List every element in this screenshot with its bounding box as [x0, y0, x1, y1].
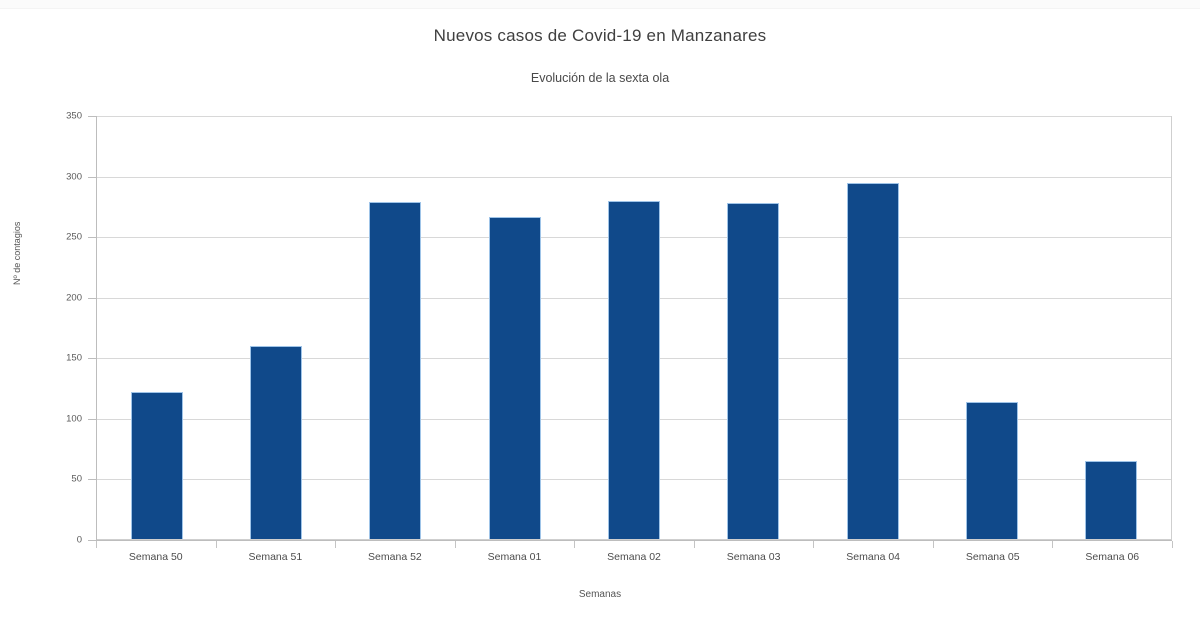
x-axis-tick-label: Semana 06 [1085, 551, 1140, 563]
bar[interactable] [130, 392, 183, 539]
bar[interactable] [249, 346, 302, 539]
y-axis-tick [88, 540, 96, 541]
x-axis-tick-label: Semana 50 [128, 551, 183, 563]
x-axis-tick-label: Semana 51 [248, 551, 303, 563]
x-axis-labels: Semana 50 Semana 51 Semana 52 Semana 01 Sema… [96, 551, 1172, 563]
x-axis-tick-label: Semana 01 [487, 551, 542, 563]
y-axis-tick [88, 237, 96, 239]
bar[interactable] [1085, 461, 1138, 539]
y-axis-tick [88, 116, 96, 117]
y-axis-tick [88, 358, 96, 360]
y-axis-tick [88, 418, 96, 420]
x-axis-line [96, 540, 1172, 541]
bar-slot [336, 117, 455, 539]
y-axis-tick-label: 300 [66, 171, 82, 183]
y-axis-tick-label: 50 [71, 473, 82, 485]
x-axis-tick [215, 541, 217, 548]
bar[interactable] [846, 182, 899, 539]
y-axis-tick [88, 297, 96, 299]
y-axis-tick-label: 100 [66, 413, 82, 425]
plot-area [96, 116, 1172, 540]
x-axis-tick-label: Semana 05 [965, 551, 1020, 563]
y-axis-title: Nº de contagios [12, 221, 22, 285]
gridline [97, 116, 1171, 117]
bar[interactable] [727, 203, 780, 539]
y-axis-tick-label: 200 [66, 292, 82, 304]
bars-layer [97, 117, 1171, 539]
bar-slot [694, 117, 813, 539]
bar-slot [216, 117, 335, 539]
image-top-edge-artifact [0, 0, 1200, 9]
x-axis-tick-label: Semana 04 [846, 551, 901, 563]
x-axis-ticks [96, 541, 1173, 548]
bar[interactable] [965, 402, 1018, 539]
x-axis-tick-label: Semana 02 [607, 551, 661, 563]
bar[interactable] [607, 201, 660, 539]
x-axis-tick [574, 541, 576, 548]
chart-subtitle: Evolución de la sexta ola [530, 71, 670, 85]
x-axis-tick-label: Semana 52 [368, 551, 422, 563]
y-axis-tick [88, 176, 96, 178]
y-axis-tick-label: 350 [66, 110, 82, 122]
y-axis-line [96, 116, 97, 540]
x-axis-tick [1172, 541, 1173, 548]
bar-slot [574, 117, 693, 539]
y-axis-tick-label: 0 [76, 534, 82, 546]
x-axis-tick [1052, 541, 1054, 548]
y-axis-tick-label: 250 [66, 231, 82, 243]
chart-title: Nuevos casos de Covid-19 en Manzanares [433, 26, 767, 45]
x-axis-tick-label: Semana 03 [726, 551, 781, 563]
y-axis-tick [88, 479, 96, 481]
bar-slot [455, 117, 574, 539]
bar-slot [97, 117, 216, 539]
x-axis-tick [454, 541, 456, 548]
x-axis-tick [813, 541, 815, 548]
x-axis-title: Semanas [578, 589, 622, 600]
bar-slot [1052, 117, 1171, 539]
gridline [97, 176, 1171, 178]
x-axis-tick [932, 541, 934, 548]
x-axis-tick [96, 541, 97, 548]
bar-slot [813, 117, 932, 539]
x-axis-tick [335, 541, 337, 548]
bar-slot [932, 117, 1051, 539]
bar[interactable] [488, 216, 541, 539]
x-axis-tick [693, 541, 695, 548]
y-axis-tick-label: 150 [66, 352, 82, 364]
bar[interactable] [369, 202, 422, 539]
